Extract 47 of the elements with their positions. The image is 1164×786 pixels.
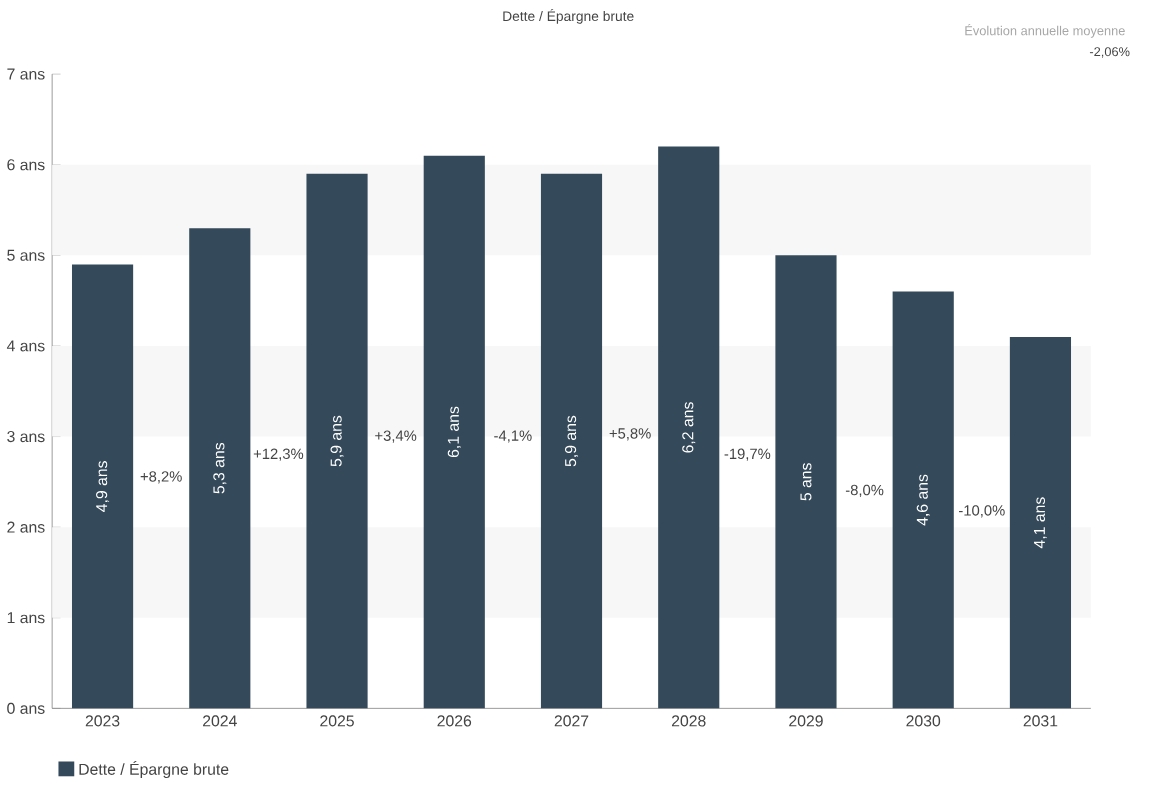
x-tick-label: 2029: [789, 715, 823, 727]
y-tick-label: 3 ans: [7, 431, 45, 443]
x-tick-label: 2026: [437, 715, 472, 727]
x-tick-label: 2031: [1023, 715, 1058, 727]
data-label: 5,9 ans: [330, 415, 344, 467]
bar: [71, 264, 134, 709]
annotation: -10,0%: [959, 505, 1005, 518]
data-label: 6,1 ans: [447, 406, 461, 458]
bar: [189, 228, 251, 709]
y-tick-label: 4 ans: [6, 340, 45, 352]
x-tick-label: 2027: [554, 715, 589, 727]
data-label: 5,3 ans: [213, 443, 227, 494]
y-tick-label: 1 ans: [7, 612, 45, 624]
bar: [423, 155, 485, 709]
legend-label: Dette / Épargne brute: [79, 761, 229, 779]
annotation: +3,4%: [375, 430, 417, 443]
y-tick-label: 6 ans: [7, 159, 45, 171]
data-label: 4,1 ans: [1034, 497, 1047, 549]
bar: [775, 255, 837, 709]
text: -2,06%: [1089, 47, 1130, 58]
x-tick-label: 2030: [906, 715, 941, 727]
annotation: -19,7%: [724, 448, 771, 461]
data-label: 5 ans: [800, 463, 812, 501]
annotation: +5,8%: [609, 428, 651, 441]
annotation: +8,2%: [140, 471, 182, 484]
data-label: 4,6 ans: [916, 474, 930, 526]
bar: [892, 291, 954, 709]
bar: [540, 173, 603, 709]
chart-title: Dette / Épargne brute: [503, 9, 634, 24]
y-tick-label: 5 ans: [7, 250, 45, 262]
x-tick-label: 2023: [85, 715, 120, 727]
y-tick-label: 7 ans: [7, 68, 45, 80]
annotation: -8,0%: [845, 485, 884, 498]
y-tick-label: 2 ans: [7, 521, 45, 533]
bar: [306, 173, 368, 709]
text: Évolution annuelle moyenne: [965, 24, 1125, 38]
annotation: -4,1%: [494, 430, 532, 443]
data-label: 6,2 ans: [682, 402, 696, 453]
bar: [658, 146, 720, 709]
x-tick-label: 2028: [671, 715, 706, 727]
x-tick-label: 2024: [203, 715, 237, 727]
data-label: 5,9 ans: [564, 415, 579, 467]
annotation: +12,3%: [253, 448, 304, 461]
x-tick-label: 2025: [320, 715, 354, 727]
y-tick-label: 0 ans: [7, 702, 45, 715]
bar: [1009, 337, 1072, 709]
data-label: 4,9 ans: [96, 461, 110, 513]
